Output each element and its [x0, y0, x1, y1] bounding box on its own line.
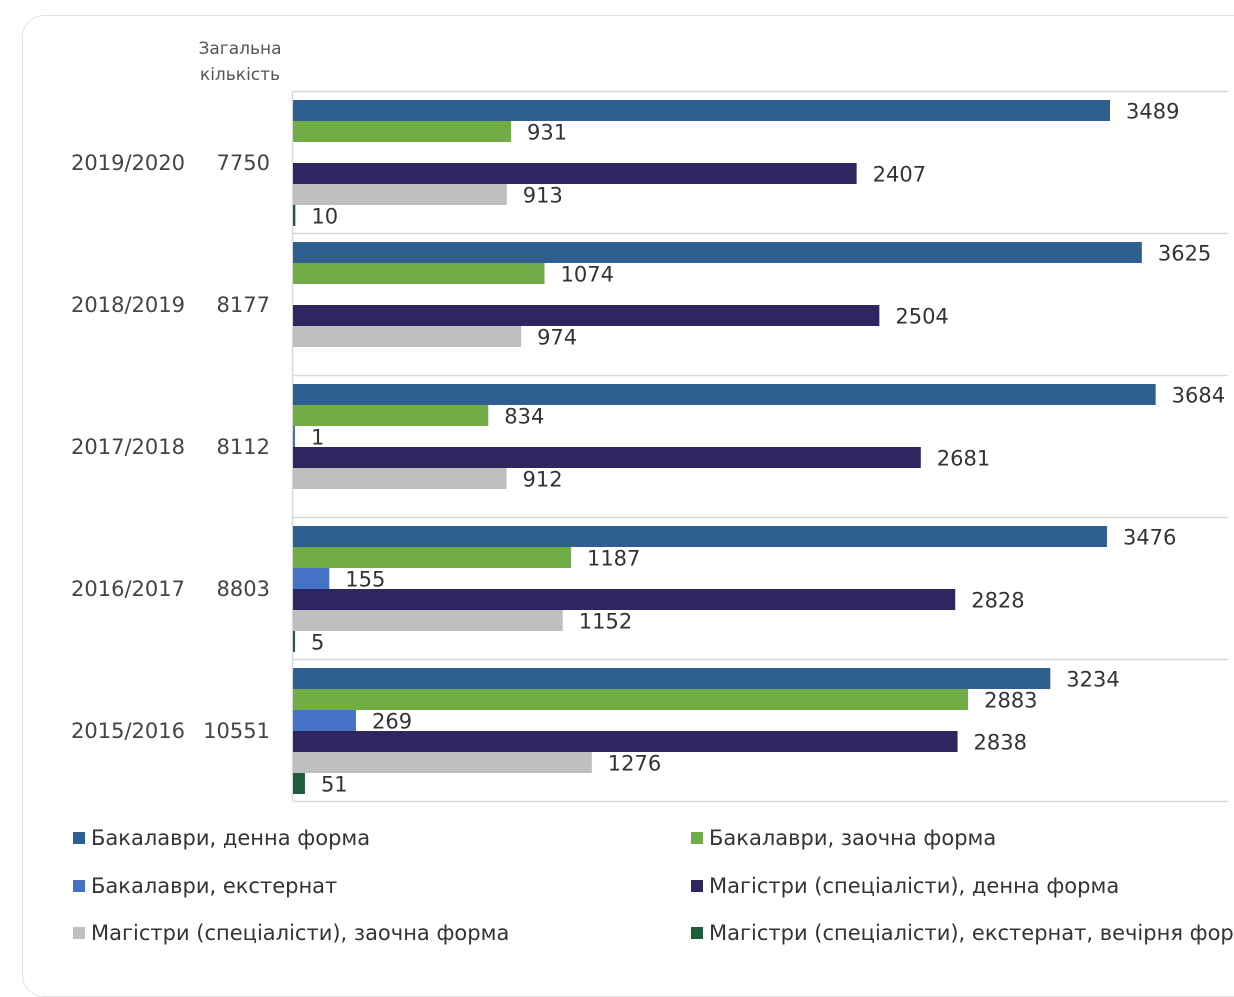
bar-value-label: 3476 [1123, 526, 1176, 550]
bar-value-label: 3489 [1126, 100, 1179, 124]
total-label: 8177 [217, 293, 270, 317]
bar [293, 100, 1110, 121]
bar-value-label: 2883 [984, 689, 1037, 713]
bar [293, 668, 1051, 689]
bar-value-label: 1152 [579, 610, 632, 634]
year-label: 2018/2019 [71, 293, 185, 317]
legend-label-bachelor-day: Бакалаври, денна форма [91, 826, 371, 850]
legend-label-bachelor-extramural: Бакалаври, заочна форма [709, 826, 997, 850]
total-header-line: Загальна [198, 39, 281, 59]
bar [293, 305, 880, 326]
bar [293, 205, 296, 226]
bar-value-label: 1276 [608, 752, 661, 776]
bar-value-label: 2504 [895, 305, 948, 329]
bar-value-label: 10 [311, 205, 338, 229]
year-label: 2017/2018 [71, 435, 185, 459]
bar [293, 426, 295, 447]
bar [293, 610, 563, 631]
total-label: 8112 [217, 435, 270, 459]
legend-item-master-external-evening: Магістри (спеціалісти), екстернат, вечір… [691, 921, 1234, 945]
year-label: 2019/2020 [71, 151, 185, 175]
legend-swatch-master-extramural [73, 927, 85, 939]
bar-value-label: 155 [345, 568, 385, 592]
bar [293, 447, 921, 468]
total-header-line: кількість [200, 65, 280, 85]
bar [293, 589, 956, 610]
bar-value-label: 3684 [1172, 384, 1225, 408]
total-label: 7750 [217, 151, 270, 175]
bar-value-label: 2838 [974, 731, 1027, 755]
legend-item-bachelor-external: Бакалаври, екстернат [73, 874, 337, 898]
bar-chart: Загальна кількість 2019/2020 7750 3489 931 240… [71, 39, 1228, 803]
bar [293, 163, 857, 184]
bar-value-label: 834 [504, 405, 544, 429]
total-label: 8803 [217, 577, 270, 601]
bar-value-label: 2407 [873, 163, 926, 187]
legend-item-master-day: Магістри (спеціалісти), денна форма [691, 874, 1119, 898]
legend-swatch-bachelor-day [73, 832, 85, 844]
bar-value-label: 931 [527, 121, 567, 145]
bar [293, 547, 571, 568]
bar-value-label: 912 [523, 468, 563, 492]
bar-value-label: 2828 [971, 589, 1024, 613]
legend-swatch-master-external-evening [691, 927, 703, 939]
legend-swatch-bachelor-extramural [691, 832, 703, 844]
legend-label-master-external-evening: Магістри (спеціалісти), екстернат, вечір… [709, 921, 1234, 945]
bar-value-label: 913 [523, 184, 563, 208]
bar [293, 121, 512, 142]
bar [293, 326, 522, 347]
legend-swatch-bachelor-external [73, 880, 85, 892]
legend-label-bachelor-external: Бакалаври, екстернат [91, 874, 338, 898]
year-label: 2016/2017 [71, 577, 185, 601]
bar [293, 405, 489, 426]
bar-value-label: 51 [321, 773, 348, 797]
legend-item-bachelor-extramural: Бакалаври, заочна форма [691, 826, 996, 850]
bar-value-label: 3234 [1066, 668, 1119, 692]
total-label: 10551 [203, 719, 270, 743]
bar [293, 263, 545, 284]
legend-label-master-day: Магістри (спеціалісти), денна форма [709, 874, 1120, 898]
bar [293, 468, 507, 489]
bar [293, 752, 592, 773]
bar-value-label: 1 [311, 426, 324, 450]
year-label: 2015/2016 [71, 719, 185, 743]
bar [293, 242, 1142, 263]
legend-item-bachelor-day: Бакалаври, денна форма [73, 826, 370, 850]
bar [293, 526, 1107, 547]
bar-value-label: 974 [537, 326, 577, 350]
bar [293, 731, 958, 752]
bar [293, 184, 507, 205]
bar [293, 710, 356, 731]
bar [293, 689, 969, 710]
bar-value-label: 1074 [560, 263, 613, 287]
bar [293, 568, 330, 589]
bar-value-label: 3625 [1158, 242, 1211, 266]
bar-value-label: 5 [311, 631, 324, 655]
bar-value-label: 1187 [587, 547, 640, 571]
bar [293, 384, 1156, 405]
legend-swatch-master-day [691, 880, 703, 892]
bar-value-label: 2681 [937, 447, 990, 471]
legend-item-master-extramural: Магістри (спеціалісти), заочна форма [73, 921, 509, 945]
bar-value-label: 269 [372, 710, 412, 734]
bar [293, 631, 295, 652]
bar [293, 773, 305, 794]
legend-label-master-extramural: Магістри (спеціалісти), заочна форма [91, 921, 510, 945]
